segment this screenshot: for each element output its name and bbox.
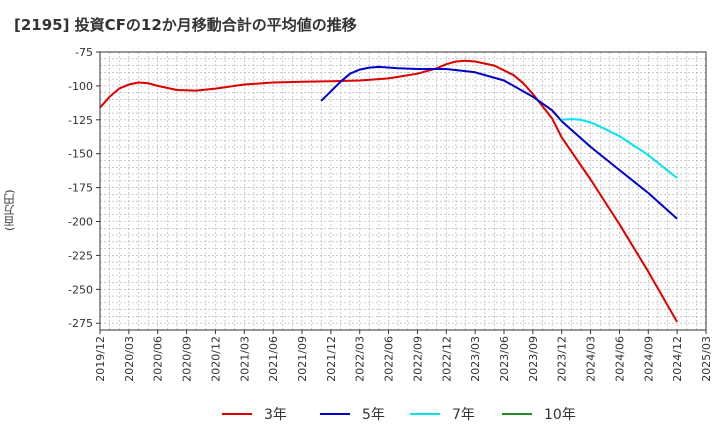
x-tick-label: 2023/03 [469, 336, 482, 382]
series-lines [99, 59, 678, 323]
y-tick-label: -125 [68, 114, 93, 127]
x-tick-label: 2022/09 [411, 336, 424, 382]
series-line-1 [99, 59, 678, 323]
x-tick-label: 2021/06 [267, 336, 280, 382]
x-tick-label: 2022/12 [440, 336, 453, 382]
legend-label-3: 7年 [452, 407, 475, 423]
y-tick-label: -225 [68, 249, 93, 262]
y-tick-label: -75 [75, 46, 93, 59]
legend-label-4: 10年 [544, 407, 576, 423]
y-tick-label: -100 [68, 80, 93, 93]
x-tick-label: 2024/12 [671, 336, 684, 382]
x-tick-label: 2024/06 [613, 336, 626, 382]
x-tick-label: 2020/12 [209, 336, 222, 382]
x-tick-label: 2020/06 [152, 336, 165, 382]
y-tick-label: -250 [68, 283, 93, 296]
x-tick-label: 2021/12 [325, 336, 338, 382]
grid-lines [99, 51, 707, 331]
y-tick-label: -200 [68, 216, 93, 229]
y-tick-label: -150 [68, 148, 93, 161]
plot-border [99, 51, 707, 331]
y-axis-ticks: -75 -100 -125 -150 -175 -200 -225 -250 -275 [68, 46, 100, 330]
x-tick-label: 2023/06 [498, 336, 511, 382]
series-line-2 [320, 65, 678, 220]
x-tick-label: 2022/03 [354, 336, 367, 382]
legend: 3年 5年 7年 10年 [222, 407, 576, 423]
x-tick-label: 2021/03 [238, 336, 251, 382]
x-tick-label: 2025/03 [700, 336, 713, 382]
x-tick-label: 2022/06 [383, 336, 396, 382]
x-tick-label: 2019/12 [94, 336, 107, 382]
x-tick-label: 2024/09 [642, 336, 655, 382]
x-tick-label: 2020/09 [181, 336, 194, 382]
y-tick-label: -175 [68, 182, 93, 195]
chart-title: [2195] 投資CFの12か月移動合計の平均値の推移 [14, 16, 357, 34]
x-tick-label: 2023/12 [556, 336, 569, 382]
x-tick-label: 2023/09 [527, 336, 540, 382]
x-axis-ticks: 2019/12 2020/03 2020/06 2020/09 2020/12 2021/… [94, 330, 713, 382]
y-tick-label: -275 [68, 317, 93, 330]
legend-label-1: 3年 [264, 407, 287, 423]
x-tick-label: 2024/03 [585, 336, 598, 382]
x-tick-label: 2021/09 [296, 336, 309, 382]
series-line-3 [561, 118, 678, 179]
x-tick-label: 2020/03 [123, 336, 136, 382]
legend-label-2: 5年 [362, 407, 385, 423]
